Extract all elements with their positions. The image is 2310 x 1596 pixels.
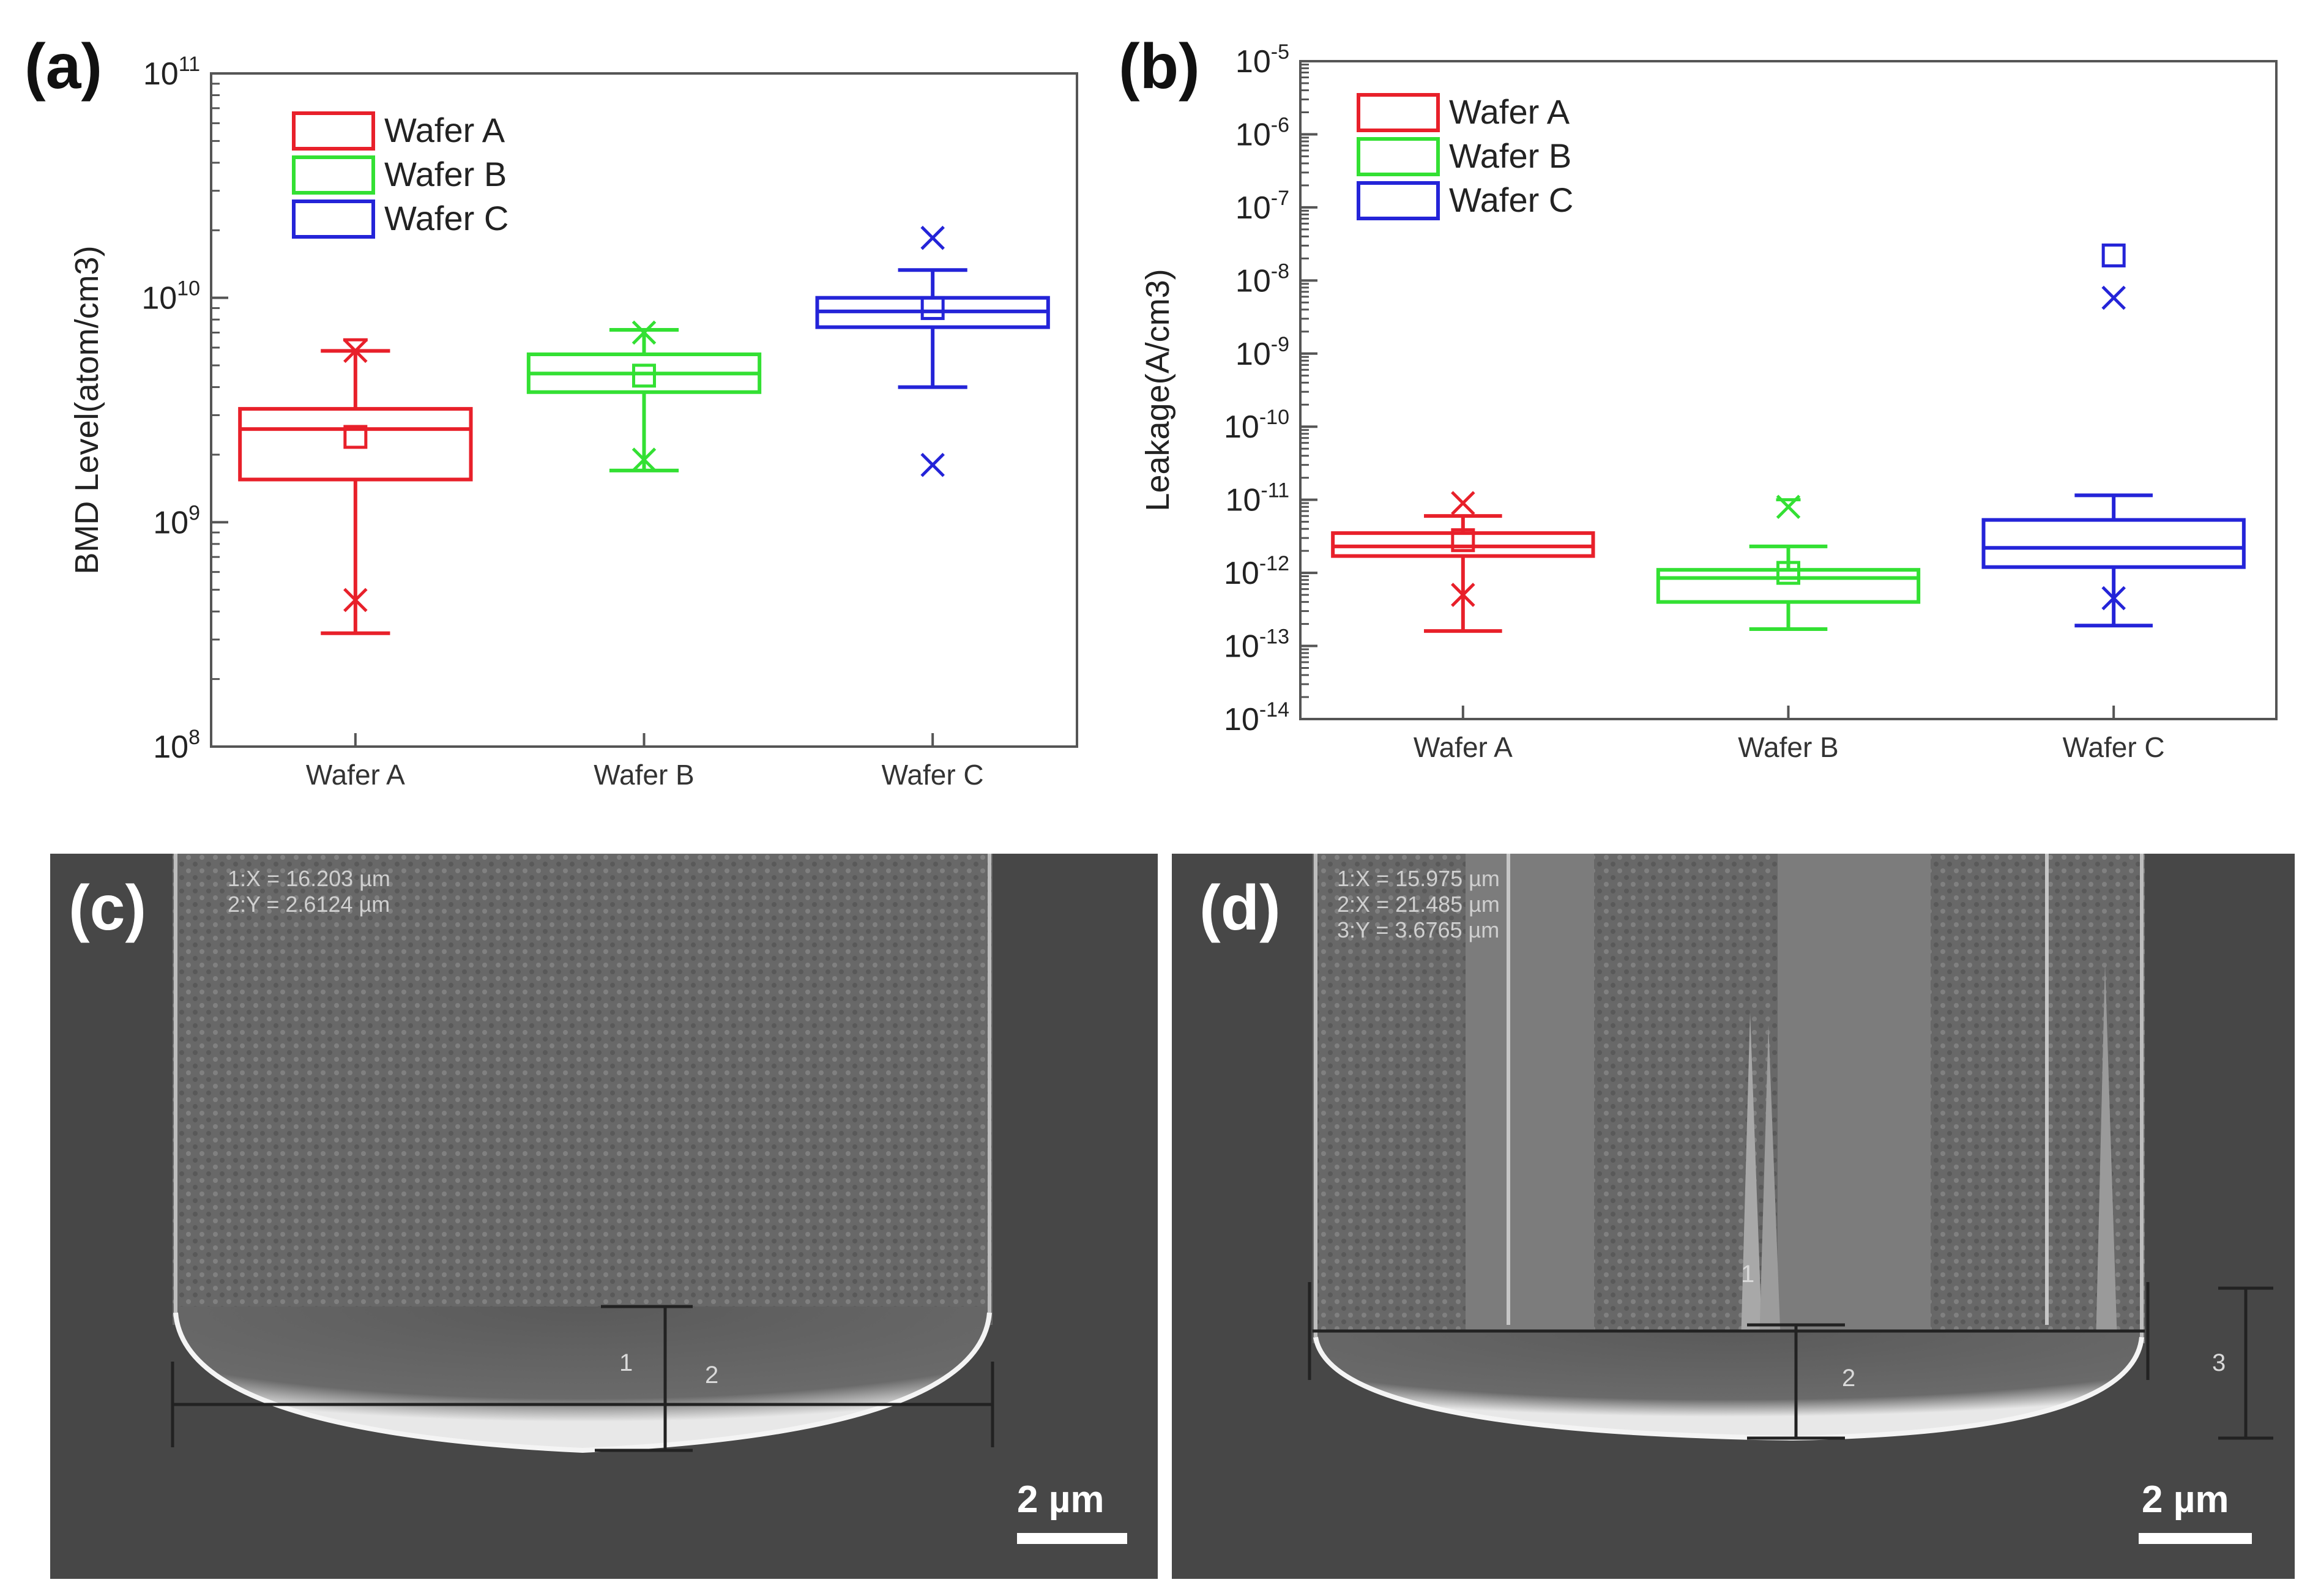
outlier-marker bbox=[2101, 586, 2126, 611]
marker-label: 2 bbox=[705, 1362, 719, 1389]
outlier-marker bbox=[632, 320, 657, 345]
y-tick-label: 10-13 bbox=[1224, 625, 1289, 665]
y-tick-label: 1011 bbox=[143, 53, 200, 92]
x-tick-label: Wafer A bbox=[1414, 731, 1513, 763]
outlier-marker bbox=[632, 447, 657, 472]
y-tick-label: 10-6 bbox=[1235, 113, 1289, 152]
scale-bar bbox=[2139, 1533, 2252, 1544]
y-tick-label: 10-11 bbox=[1226, 479, 1289, 518]
y-tick-label: 108 bbox=[153, 726, 200, 765]
marker-label: 2 bbox=[1842, 1365, 1856, 1392]
legend-swatch bbox=[1357, 181, 1440, 220]
outlier-marker bbox=[1451, 583, 1475, 607]
y-axis-label: BMD Level(atom/cm3) bbox=[69, 245, 105, 574]
x-tick-label: Wafer B bbox=[1738, 731, 1838, 763]
outlier-marker bbox=[1451, 491, 1475, 515]
y-tick-label: 10-8 bbox=[1235, 259, 1289, 299]
y-tick-label: 10-5 bbox=[1235, 40, 1289, 80]
marker-label: 1 bbox=[619, 1349, 633, 1376]
panel-label-d: (d) bbox=[1199, 873, 1281, 944]
y-tick-label: 109 bbox=[153, 501, 200, 540]
legend-swatch bbox=[1357, 137, 1440, 176]
marker-label: 1 bbox=[1741, 1261, 1755, 1288]
panel-label-b: (b) bbox=[1119, 31, 1200, 102]
legend-label: Wafer B bbox=[384, 155, 507, 193]
legend-label: Wafer C bbox=[384, 199, 509, 237]
legend-swatch bbox=[1357, 93, 1440, 132]
legend-swatch bbox=[292, 111, 375, 151]
readout-line: 2:Y = 2.6124 µm bbox=[228, 892, 390, 917]
mean-marker bbox=[1451, 528, 1475, 553]
box bbox=[1981, 518, 2246, 569]
panel-label-c: (c) bbox=[69, 873, 147, 944]
sem-image-c: 1:X = 16.203 µm 2:Y = 2.6124 µm 1 2 (c) … bbox=[50, 854, 1158, 1579]
box bbox=[1656, 568, 1921, 604]
mean-marker bbox=[920, 296, 945, 320]
mean-marker bbox=[343, 425, 368, 449]
y-axis-label: Leakage(A/cm3) bbox=[1139, 269, 1176, 511]
measurement-readout: 1:X = 15.975 µm 2:X = 21.485 µm 3:Y = 3.… bbox=[1337, 866, 1500, 943]
y-tick-label: 1010 bbox=[141, 277, 200, 316]
scale-bar-label: 2 µm bbox=[1017, 1479, 1105, 1521]
x-tick-label: Wafer C bbox=[2063, 731, 2165, 763]
legend-swatch bbox=[292, 155, 375, 195]
legend-label: Wafer C bbox=[1449, 181, 1573, 219]
legend-label: Wafer A bbox=[1449, 92, 1570, 131]
x-tick-label: Wafer B bbox=[594, 759, 694, 791]
sem-image-d: 1:X = 15.975 µm 2:X = 21.485 µm 3:Y = 3.… bbox=[1172, 854, 2295, 1579]
outlier-marker bbox=[920, 452, 945, 477]
readout-line: 1:X = 16.203 µm bbox=[228, 866, 390, 891]
chart-a: 108 109 1010 1011 BMD Level(atom/cm3) Wafer A… bbox=[69, 53, 1078, 791]
marker-label: 3 bbox=[2212, 1349, 2226, 1376]
y-tick-label: 10-10 bbox=[1224, 406, 1289, 445]
outlier-marker bbox=[343, 587, 368, 613]
legend-label: Wafer B bbox=[1449, 136, 1571, 175]
panel-label-a: (a) bbox=[24, 31, 103, 102]
readout-line: 2:X = 21.485 µm bbox=[1337, 892, 1500, 917]
mean-marker bbox=[2101, 243, 2126, 267]
chart-b: 10-5 10-6 10-7 10-8 10-9 10-10 10-11 10-12 10-13… bbox=[1139, 40, 2278, 763]
mean-marker bbox=[1776, 561, 1800, 585]
scale-bar bbox=[1017, 1533, 1127, 1544]
legend-swatch bbox=[292, 200, 375, 239]
y-tick-label: 10-7 bbox=[1235, 187, 1289, 226]
y-tick-label: 10-12 bbox=[1224, 552, 1289, 591]
x-tick-label: Wafer A bbox=[306, 759, 405, 791]
outlier-marker bbox=[920, 225, 945, 250]
y-tick-label: 10-14 bbox=[1224, 698, 1289, 737]
legend-label: Wafer A bbox=[384, 111, 505, 149]
outlier-marker bbox=[343, 338, 368, 364]
mean-marker bbox=[632, 364, 656, 388]
x-tick-label: Wafer C bbox=[882, 759, 984, 791]
box bbox=[238, 407, 473, 482]
readout-line: 1:X = 15.975 µm bbox=[1337, 866, 1500, 891]
y-tick-label: 10-9 bbox=[1235, 333, 1289, 372]
box bbox=[1331, 531, 1595, 558]
readout-line: 3:Y = 3.6765 µm bbox=[1337, 917, 1500, 942]
outlier-marker bbox=[2101, 285, 2126, 310]
scale-bar-label: 2 µm bbox=[2142, 1479, 2229, 1521]
measurement-readout: 1:X = 16.203 µm 2:Y = 2.6124 µm bbox=[228, 866, 390, 917]
